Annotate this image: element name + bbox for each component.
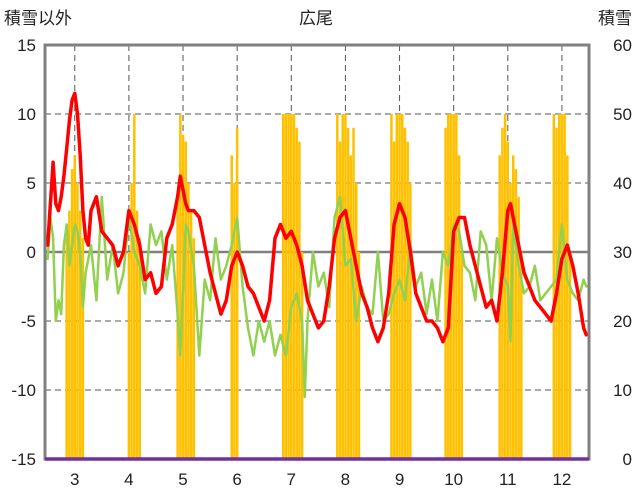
right-tick-label: 40 bbox=[613, 174, 632, 193]
snow-bar bbox=[517, 196, 520, 460]
snow-bar bbox=[341, 114, 344, 459]
red-series-line bbox=[45, 91, 589, 344]
snow-bar bbox=[398, 114, 401, 459]
snow-bar bbox=[444, 127, 447, 460]
series-lines bbox=[45, 91, 589, 399]
x-tick-label: 5 bbox=[178, 470, 187, 489]
snow-bar bbox=[130, 183, 133, 459]
snow-bar bbox=[336, 114, 339, 459]
snow-bar bbox=[292, 114, 296, 459]
snow-bar bbox=[179, 114, 182, 459]
left-tick-label: 0 bbox=[27, 243, 36, 262]
x-tick-label: 11 bbox=[499, 470, 517, 489]
snow-bar bbox=[568, 252, 572, 459]
snow-bar bbox=[235, 127, 239, 460]
right-tick-label: 20 bbox=[613, 312, 632, 331]
snow-bar bbox=[189, 210, 193, 459]
snow-bar bbox=[406, 141, 409, 459]
snow-bar bbox=[65, 238, 68, 459]
snow-bar bbox=[392, 141, 396, 459]
snow-bar bbox=[460, 252, 464, 459]
snow-bar bbox=[290, 114, 293, 459]
x-tick-label: 10 bbox=[444, 470, 463, 489]
left-tick-label: 15 bbox=[17, 36, 36, 55]
right-tick-label: 50 bbox=[613, 105, 632, 124]
snow-bar bbox=[501, 127, 504, 460]
left-tick-label: -10 bbox=[11, 381, 36, 400]
x-tick-label: 7 bbox=[287, 470, 296, 489]
snow-bar bbox=[135, 210, 139, 459]
x-tick-label: 6 bbox=[232, 470, 241, 489]
green-series-line bbox=[46, 195, 588, 399]
x-tick-label: 9 bbox=[395, 470, 404, 489]
right-axis-title: 積雪 bbox=[598, 9, 632, 29]
right-tick-label: 30 bbox=[613, 243, 632, 262]
left-tick-label: 5 bbox=[27, 174, 36, 193]
snow-bar bbox=[390, 114, 393, 459]
snow-bar bbox=[233, 183, 236, 459]
snow-bar bbox=[344, 114, 347, 459]
snow-bar bbox=[511, 155, 515, 459]
snow-bar bbox=[447, 114, 450, 459]
snow-bar bbox=[514, 169, 518, 459]
snow-bar bbox=[73, 155, 77, 459]
snow-bar bbox=[70, 169, 74, 459]
snow-bar bbox=[357, 252, 361, 459]
snow-bar bbox=[81, 238, 85, 459]
left-axis-title: 積雪以外 bbox=[4, 9, 72, 29]
right-tick-label: 10 bbox=[613, 381, 632, 400]
snow-bar bbox=[409, 183, 412, 459]
snow-bar bbox=[298, 141, 301, 459]
snow-bar bbox=[192, 238, 196, 459]
x-tick-label: 12 bbox=[552, 470, 571, 489]
snow-bar bbox=[552, 114, 556, 459]
x-tick-label: 8 bbox=[341, 470, 350, 489]
snow-bar bbox=[78, 210, 82, 459]
snow-bar bbox=[346, 127, 350, 460]
snow-bar bbox=[452, 114, 455, 459]
left-tick-label: -5 bbox=[21, 312, 36, 331]
snow-bar bbox=[187, 183, 190, 459]
snow-bar bbox=[503, 114, 507, 459]
snow-bar bbox=[127, 252, 131, 459]
left-tick-label: 10 bbox=[17, 105, 36, 124]
snow-bar bbox=[338, 141, 342, 459]
snow-bar bbox=[520, 252, 523, 459]
snow-bar bbox=[563, 114, 566, 459]
x-tick-label: 3 bbox=[70, 470, 79, 489]
snow-bar bbox=[138, 238, 141, 459]
right-tick-label: 0 bbox=[623, 450, 632, 469]
snow-bar bbox=[133, 114, 136, 459]
snow-bar bbox=[284, 114, 288, 459]
snow-bar bbox=[455, 114, 458, 459]
snow-bar bbox=[287, 114, 290, 459]
snow-bar bbox=[76, 183, 79, 459]
snow-bar bbox=[457, 155, 461, 459]
snow-bar bbox=[349, 155, 353, 459]
snow-bar bbox=[68, 210, 71, 459]
right-tick-label: 60 bbox=[613, 36, 632, 55]
snow-bar bbox=[560, 114, 564, 459]
chart-title: 広尾 bbox=[299, 9, 333, 29]
x-tick-label: 4 bbox=[124, 470, 133, 489]
snow-bar bbox=[281, 114, 285, 459]
left-tick-label: -15 bbox=[11, 450, 36, 469]
snow-bar bbox=[566, 155, 569, 459]
snow-bar bbox=[230, 155, 233, 459]
snow-bar bbox=[184, 141, 187, 459]
